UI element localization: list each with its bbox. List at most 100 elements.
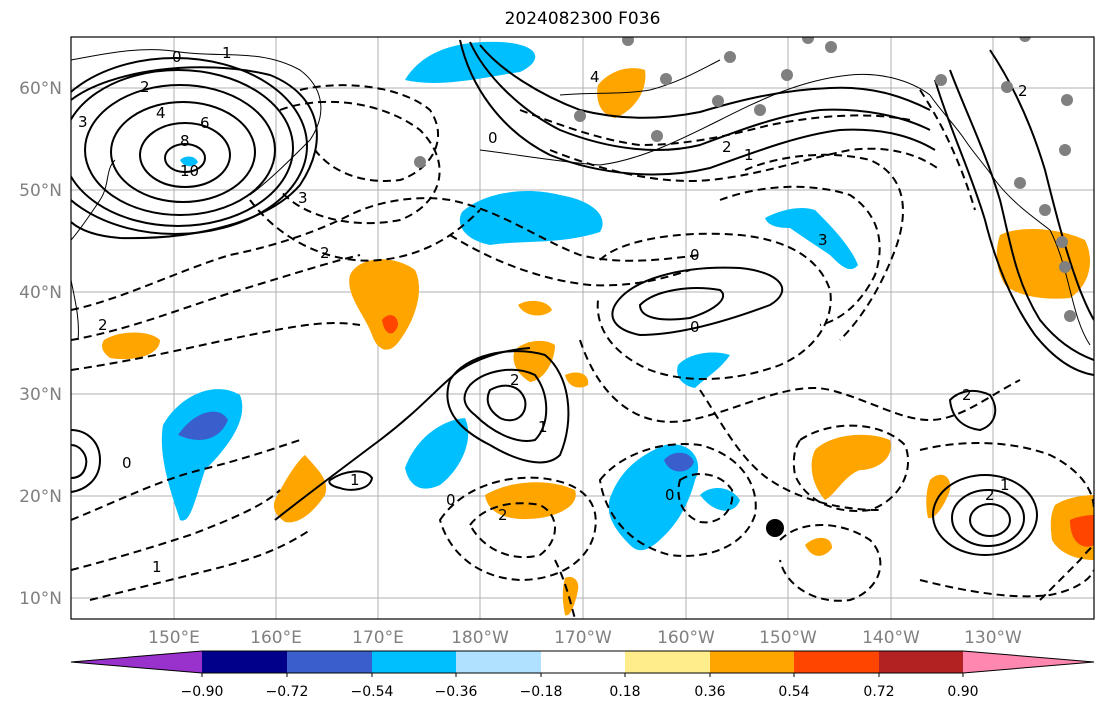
lat-tick-label: 40°N — [19, 283, 62, 303]
contour-solid — [951, 489, 1025, 547]
station-dot — [1019, 37, 1031, 42]
shading-blue-region — [405, 418, 469, 489]
contour-dashed — [449, 234, 691, 287]
contour-dashed — [779, 524, 882, 602]
contour-dashed — [677, 473, 734, 524]
contour-solid — [71, 429, 102, 493]
contour-solid — [638, 287, 725, 321]
station-dot — [825, 41, 837, 53]
longitude-axis: 150°E 160°E 170°E 180°W 170°W 160°W 150°W 140°W… — [148, 628, 1022, 648]
latitude-axis: 60°N 50°N 40°N 30°N 20°N 10°N — [19, 79, 62, 609]
colorbar-tick-label: −0.72 — [266, 684, 309, 700]
contour-label: 6 — [200, 114, 210, 132]
contour-dashed — [598, 443, 757, 557]
station-dot — [935, 74, 947, 86]
contour-label: 3 — [298, 189, 308, 207]
contour-label: 2 — [510, 371, 520, 389]
contour-label: 2 — [722, 138, 732, 156]
colorbar: −0.90 −0.72 −0.54 −0.36 −0.18 0.18 0.36 0.54 0.7… — [70, 650, 1095, 700]
contour-dashed — [71, 197, 701, 311]
station-dot — [1064, 310, 1076, 322]
contour-dashed — [554, 559, 576, 619]
lon-tick-label: 130°W — [964, 628, 1022, 648]
colorbar-segment — [541, 651, 625, 673]
colorbar-segment — [879, 651, 963, 673]
colorbar-tick-label: 0.54 — [778, 684, 809, 700]
colorbar-tick-label: 0.72 — [863, 684, 894, 700]
colorbar-tick-label: 0.90 — [947, 684, 978, 700]
station-dot — [1001, 81, 1013, 93]
lon-tick-label: 170°W — [554, 628, 612, 648]
contour-dashed — [89, 529, 311, 601]
contour-solid — [71, 69, 294, 227]
contour-label: 1 — [222, 44, 232, 62]
contour-label: 0 — [690, 246, 700, 264]
contour-solid — [932, 474, 1038, 556]
contour-label: 0 — [122, 454, 132, 472]
station-dot — [754, 104, 766, 116]
shading-orange-region — [102, 332, 160, 360]
station-dot — [1059, 261, 1071, 273]
storm-center-dot — [766, 519, 784, 537]
station-dot — [414, 156, 426, 168]
lon-tick-label: 180°W — [451, 628, 509, 648]
station-dot — [622, 37, 634, 46]
contour-solid — [463, 368, 548, 442]
plot-area: 0 1 2 4 6 8 10 3 2 0 4 2 1 0 2 3 0 2 1 0… — [71, 37, 1094, 619]
contour-dashed — [579, 339, 1021, 423]
shading-blue-region — [180, 156, 198, 167]
contour-label: 4 — [590, 68, 600, 86]
colorbar-segment — [625, 651, 710, 673]
colorbar-segment — [456, 651, 541, 673]
lat-tick-label: 10°N — [19, 589, 62, 609]
shading-orange-region — [1070, 515, 1094, 547]
lat-tick-label: 20°N — [19, 487, 62, 507]
colorbar-tick-label: −0.36 — [435, 684, 478, 700]
shading-orange-region — [273, 455, 327, 523]
contour-label: 10 — [180, 162, 199, 180]
contour-solid — [948, 389, 997, 432]
colorbar-tick-label: −0.90 — [181, 684, 224, 700]
contour-label: 2 — [320, 244, 330, 262]
station-dot — [1061, 94, 1073, 106]
contour-label: 0 — [172, 48, 182, 66]
contour-label: 1 — [152, 558, 162, 576]
contour-solid — [486, 384, 527, 422]
station-dot — [781, 69, 793, 81]
lon-tick-label: 160°E — [250, 628, 302, 648]
station-dot — [724, 51, 736, 63]
contour-solid — [71, 57, 308, 235]
coastlines — [71, 49, 1091, 346]
colorbar-segment — [794, 651, 879, 673]
colorbar-segment — [372, 651, 456, 673]
contour-dashed — [596, 232, 832, 381]
shading-orange-region — [485, 482, 576, 520]
plot-frame — [70, 36, 1095, 620]
colorbar-segment — [287, 651, 372, 673]
contour-label: 3 — [78, 113, 88, 131]
contours-dashed — [71, 84, 1094, 619]
shading-orange-region — [518, 300, 552, 316]
contour-label: 2 — [1018, 82, 1028, 100]
contours — [71, 39, 1094, 556]
station-dot — [1059, 144, 1071, 156]
colorbar-segment — [710, 651, 794, 673]
station-dots — [414, 37, 1076, 537]
contour-label: 0 — [665, 486, 675, 504]
contour-label: 1 — [744, 146, 754, 164]
station-dot — [1056, 236, 1068, 248]
shading-blue-region — [178, 411, 228, 440]
contour-solid — [274, 347, 531, 521]
contour-solid — [969, 503, 1011, 537]
lon-tick-label: 150°W — [759, 628, 817, 648]
contour-solid — [934, 79, 1094, 376]
contour-solid — [611, 266, 784, 337]
contour-solid — [139, 122, 231, 188]
station-dot — [1014, 177, 1026, 189]
colorbar-extend-high — [963, 651, 1094, 673]
contour-label: 2 — [98, 316, 108, 334]
station-dot — [1039, 204, 1051, 216]
lat-tick-label: 30°N — [19, 385, 62, 405]
contour-label: 1 — [1000, 476, 1010, 494]
